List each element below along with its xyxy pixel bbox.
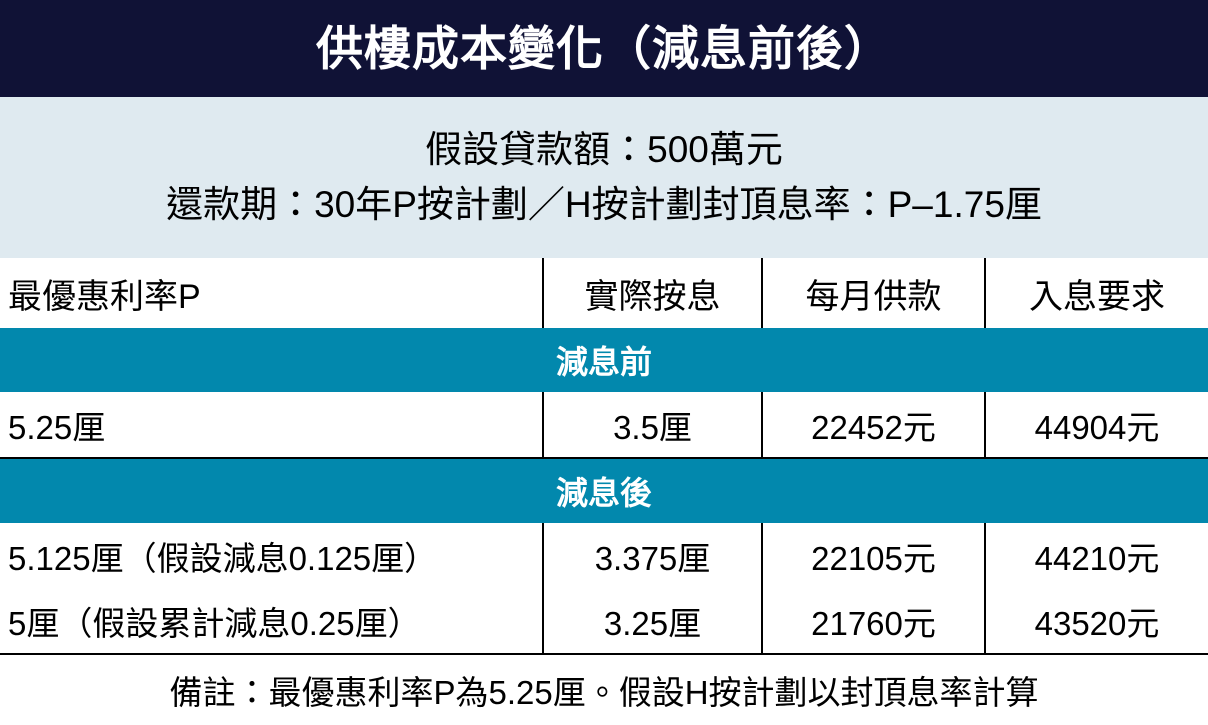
section-label-after: 減息後: [0, 458, 1208, 523]
column-header-rate: 最優惠利率P: [0, 258, 543, 328]
mortgage-cost-table: 最優惠利率P 實際按息 每月供款 入息要求 減息前 5.25厘 3.5厘 224…: [0, 258, 1208, 655]
cell-income: 44904元: [984, 392, 1208, 459]
title-bar: 供樓成本變化（減息前後）: [0, 0, 1208, 97]
column-header-pay: 每月供款: [761, 258, 985, 328]
cell-actual: 3.25厘: [542, 588, 762, 655]
table-row: 5.125厘（假設減息0.125厘） 3.375厘 22105元 44210元: [0, 523, 1208, 588]
assumption-term-and-rate: 還款期：30年P按計劃／H按計劃封頂息率：P–1.75厘: [166, 183, 1042, 225]
column-header-income: 入息要求: [984, 258, 1208, 328]
column-header-actual: 實際按息: [542, 258, 762, 328]
assumption-loan-amount: 假設貸款額：500萬元: [425, 128, 783, 170]
table-header-row: 最優惠利率P 實際按息 每月供款 入息要求: [0, 258, 1208, 328]
section-label-before: 減息前: [0, 328, 1208, 392]
assumptions-block: 假設貸款額：500萬元 還款期：30年P按計劃／H按計劃封頂息率：P–1.75厘: [0, 97, 1208, 258]
footer-note: 備註：最優惠利率P為5.25厘。假設H按計劃以封頂息率計算: [0, 655, 1208, 724]
cell-rate: 5厘（假設累計減息0.25厘）: [0, 588, 543, 655]
cell-pay: 22105元: [761, 523, 985, 588]
section-header-before: 減息前: [0, 328, 1208, 392]
table-body: 最優惠利率P 實際按息 每月供款 入息要求 減息前 5.25厘 3.5厘 224…: [0, 258, 1208, 655]
cell-income: 44210元: [984, 523, 1208, 588]
table-row: 5厘（假設累計減息0.25厘） 3.25厘 21760元 43520元: [0, 588, 1208, 655]
cell-pay: 21760元: [761, 588, 985, 655]
cell-income: 43520元: [984, 588, 1208, 655]
cell-actual: 3.5厘: [542, 392, 762, 459]
cell-actual: 3.375厘: [542, 523, 762, 588]
cell-rate: 5.125厘（假設減息0.125厘）: [0, 523, 543, 588]
table-row: 5.25厘 3.5厘 22452元 44904元: [0, 392, 1208, 459]
cell-rate: 5.25厘: [0, 392, 543, 459]
section-header-after: 減息後: [0, 458, 1208, 523]
page-title: 供樓成本變化（減息前後）: [316, 22, 892, 75]
cell-pay: 22452元: [761, 392, 985, 459]
